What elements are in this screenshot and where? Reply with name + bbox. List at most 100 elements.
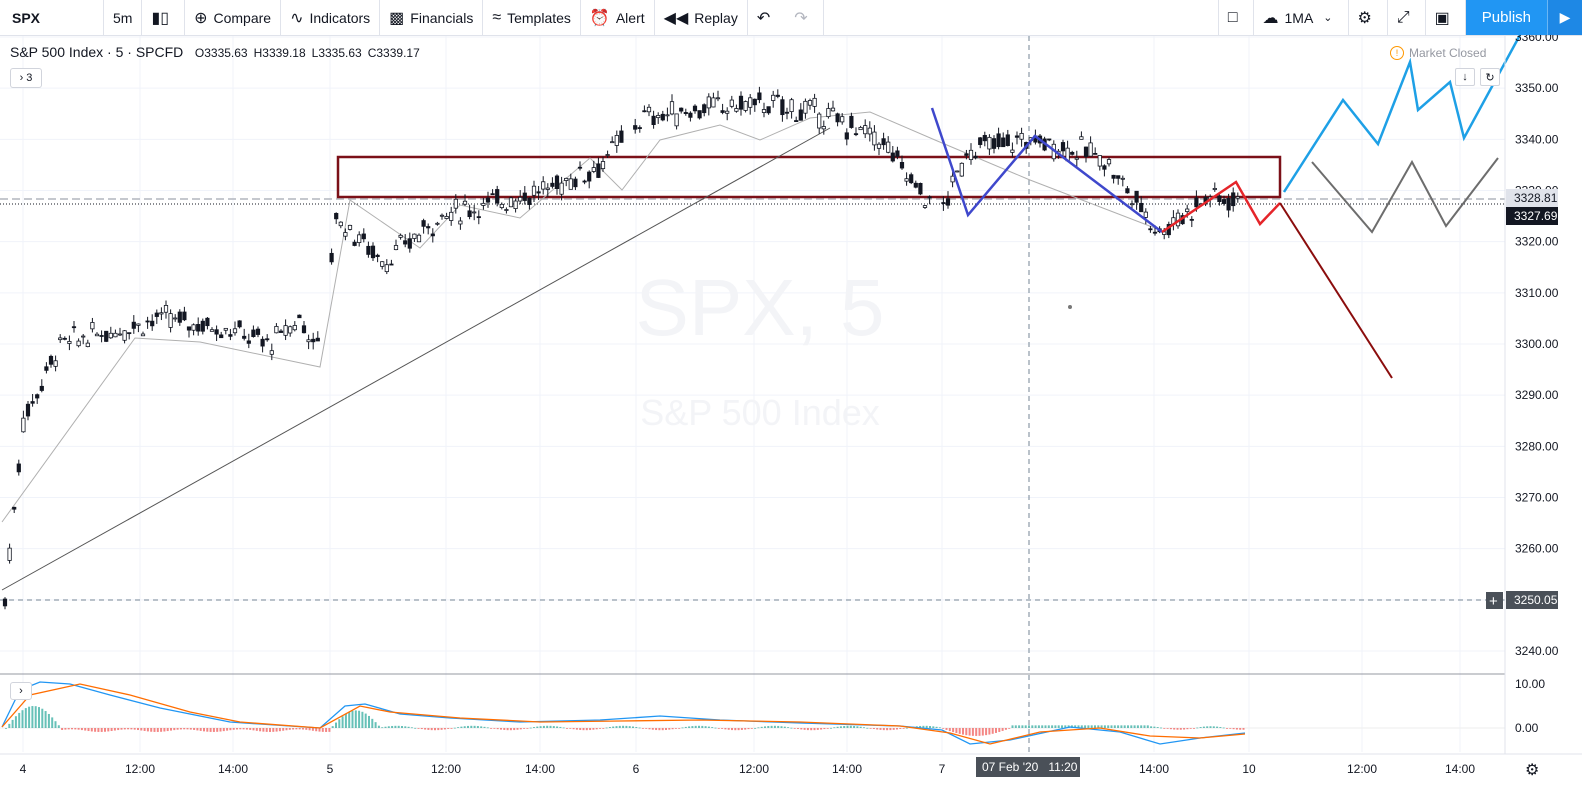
candle-body bbox=[679, 107, 684, 112]
gray-projection-path[interactable] bbox=[1311, 157, 1499, 234]
legend-title[interactable]: S&P 500 Index · 5 · SPCFD bbox=[10, 44, 184, 60]
financials-button[interactable]: ▩ Financials bbox=[380, 0, 484, 35]
replay-button[interactable]: ◀◀ Replay bbox=[655, 0, 748, 35]
macd-histogram-bar bbox=[387, 726, 390, 728]
macd-histogram-bar bbox=[549, 725, 552, 728]
cyan-projection-path[interactable] bbox=[1282, 35, 1522, 193]
chart-style-button[interactable]: ▮▯ bbox=[142, 0, 186, 35]
candle-body bbox=[527, 197, 532, 205]
macd-histogram-bar bbox=[457, 727, 460, 728]
templates-button[interactable]: ≈ Templates bbox=[483, 0, 581, 35]
red-zigzag-path[interactable] bbox=[1161, 180, 1281, 234]
macd-histogram-bar bbox=[417, 728, 420, 729]
snapshot-button[interactable]: ▣ bbox=[1426, 0, 1466, 35]
macd-histogram-bar bbox=[1179, 728, 1182, 730]
macd-histogram-bar bbox=[942, 728, 945, 729]
time-axis[interactable]: 4 12:00 14:00 5 12:00 14:00 6 12:00 14:00 7 14:00 1… bbox=[20, 762, 1476, 776]
undo-button[interactable]: ↶ bbox=[748, 0, 785, 35]
macd-histogram-bar bbox=[830, 727, 832, 729]
financials-label: Financials bbox=[410, 9, 474, 26]
interval-button[interactable]: 5m bbox=[104, 0, 143, 35]
macd-histogram-bar bbox=[100, 728, 103, 732]
layout-button[interactable]: ☁ 1MA ⌄ bbox=[1254, 0, 1349, 35]
candle-body bbox=[1014, 135, 1020, 138]
candle-body bbox=[44, 366, 49, 371]
macd-histogram-bar bbox=[734, 728, 737, 731]
candle-body bbox=[895, 150, 900, 157]
macd-histogram-bar bbox=[737, 728, 740, 731]
publish-button[interactable]: Publish bbox=[1465, 0, 1547, 35]
zigzag-gray-thin[interactable] bbox=[1, 111, 1161, 523]
candle-body bbox=[982, 134, 987, 142]
gear-icon[interactable]: ⚙ bbox=[1525, 762, 1539, 779]
candle-body bbox=[909, 174, 914, 184]
crosshair-plus-button[interactable] bbox=[1486, 592, 1503, 609]
candle-body bbox=[508, 197, 514, 208]
candle-body bbox=[573, 178, 578, 188]
symbol-search-button[interactable]: SPX bbox=[0, 0, 104, 35]
macd-histogram-bar bbox=[1061, 725, 1063, 728]
macd-histogram-bar bbox=[546, 725, 549, 728]
macd-histogram-bar bbox=[754, 727, 757, 729]
auto-scale-button[interactable]: ↻ bbox=[1480, 68, 1500, 86]
price-tick-label: 3240.00 bbox=[1515, 644, 1559, 658]
scroll-down-button[interactable]: ↓ bbox=[1455, 68, 1475, 86]
macd-histogram-bar bbox=[354, 710, 357, 728]
candle-body bbox=[94, 333, 100, 337]
macd-histogram-bar bbox=[1047, 725, 1050, 728]
candle-body bbox=[260, 338, 265, 347]
macd-histogram-bar bbox=[150, 728, 153, 732]
compare-button[interactable]: ⊕ Compare bbox=[185, 0, 282, 35]
candle-body bbox=[12, 506, 17, 510]
indicator-collapse-button[interactable]: › bbox=[10, 682, 32, 700]
macd-histogram-bar bbox=[707, 726, 710, 728]
candle-body bbox=[656, 114, 661, 119]
candle-body bbox=[812, 97, 817, 107]
time-tick-label: 14:00 bbox=[1445, 762, 1475, 776]
macd-histogram-bar bbox=[94, 728, 97, 732]
candle-body bbox=[876, 143, 882, 149]
candle-body bbox=[660, 113, 665, 121]
publish-play-button[interactable]: ▶ bbox=[1547, 0, 1582, 35]
settings-button[interactable]: ⚙ bbox=[1349, 0, 1388, 35]
fullscreen-toggle-button[interactable]: □ bbox=[1217, 0, 1254, 35]
macd-histogram-bar bbox=[295, 728, 298, 730]
macd-histogram-bar bbox=[308, 728, 311, 731]
macd-histogram-bar bbox=[1239, 728, 1242, 730]
candle-body bbox=[301, 325, 307, 334]
macd-histogram-bar bbox=[691, 726, 694, 728]
macd-histogram-bar bbox=[810, 728, 813, 731]
macd-histogram-bar bbox=[28, 706, 31, 728]
candle-body bbox=[90, 322, 95, 330]
macd-histogram-bar bbox=[1100, 725, 1103, 728]
price-tick-label: 3260.00 bbox=[1515, 542, 1559, 556]
macd-histogram-bar bbox=[665, 728, 667, 730]
redo-button[interactable]: ↷ bbox=[785, 0, 824, 35]
macd-histogram-bar bbox=[34, 706, 37, 728]
legend-collapse-button[interactable]: › 3 bbox=[10, 68, 42, 88]
candle-body bbox=[835, 113, 840, 123]
macd-histogram-bar bbox=[589, 728, 592, 731]
price-chart[interactable]: SPX, 5 S&P 500 Index 10.000.00 3360.0033… bbox=[0, 35, 1582, 796]
candle-body bbox=[1079, 136, 1084, 140]
candle-body bbox=[154, 312, 159, 317]
macd-histogram-bar bbox=[816, 728, 819, 730]
expand-button[interactable]: ⤢ bbox=[1388, 0, 1426, 35]
macd-histogram-bar bbox=[364, 713, 367, 728]
macd-histogram-bar bbox=[787, 727, 790, 728]
candle-body bbox=[490, 193, 495, 196]
macd-histogram-bar bbox=[724, 728, 727, 730]
macd-histogram-bar bbox=[638, 727, 641, 729]
supply-zone-rectangle[interactable] bbox=[336, 155, 1282, 199]
candle-body bbox=[605, 154, 610, 156]
legend-ohlc: O3335.63 H3339.18 L3335.63 C3339.17 bbox=[195, 46, 426, 60]
price-axis[interactable]: 3360.003350.003340.003330.003320.003310.… bbox=[1515, 35, 1559, 658]
indicators-button[interactable]: ∿ Indicators bbox=[281, 0, 381, 35]
macd-histogram-bar bbox=[859, 726, 862, 728]
blue-zigzag-path[interactable] bbox=[930, 107, 1163, 233]
candle-body bbox=[228, 334, 233, 337]
darkred-projection-path[interactable] bbox=[1279, 202, 1393, 379]
candle-body bbox=[596, 163, 601, 178]
trendline-gray-long[interactable] bbox=[1, 127, 831, 591]
alert-button[interactable]: ⏰ Alert bbox=[581, 0, 655, 35]
